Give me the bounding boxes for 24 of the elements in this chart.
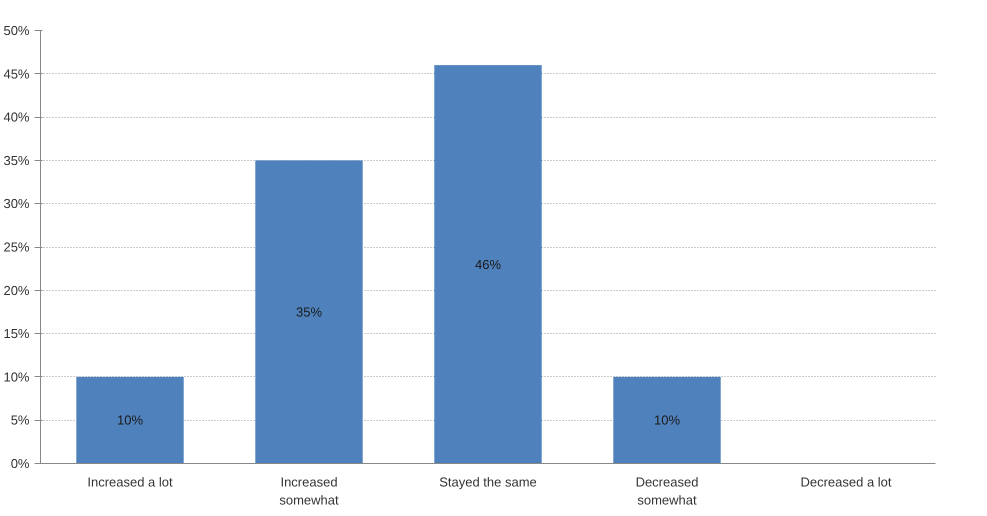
x-tick-label: Decreased somewhat xyxy=(636,474,698,508)
y-tick-label: 35% xyxy=(3,152,30,168)
data-label: 10% xyxy=(654,412,680,428)
y-tick-label: 30% xyxy=(3,196,30,212)
x-tick-label: Increased a lot xyxy=(87,474,174,490)
x-tick-label: Increased somewhat xyxy=(279,474,340,508)
data-label: 46% xyxy=(474,256,502,272)
y-tick-label: 5% xyxy=(10,412,30,428)
x-tick-label: Decreased a lot xyxy=(800,474,892,490)
bar xyxy=(255,160,363,464)
y-tick-label: 50% xyxy=(3,23,30,38)
bar xyxy=(434,65,542,464)
y-tick-label: 10% xyxy=(3,369,30,384)
y-tick-label: 15% xyxy=(3,326,30,342)
data-label: 35% xyxy=(296,304,322,320)
data-label: 10% xyxy=(116,412,144,428)
x-tick-label: Stayed the same xyxy=(439,474,537,490)
y-tick-label: 0% xyxy=(10,456,30,471)
y-tick-label: 45% xyxy=(3,66,30,82)
y-tick-label: 40% xyxy=(3,110,30,125)
y-tick-label: 20% xyxy=(3,282,30,298)
bar xyxy=(76,376,184,464)
y-tick-label: 25% xyxy=(3,240,30,254)
bar xyxy=(613,376,721,464)
